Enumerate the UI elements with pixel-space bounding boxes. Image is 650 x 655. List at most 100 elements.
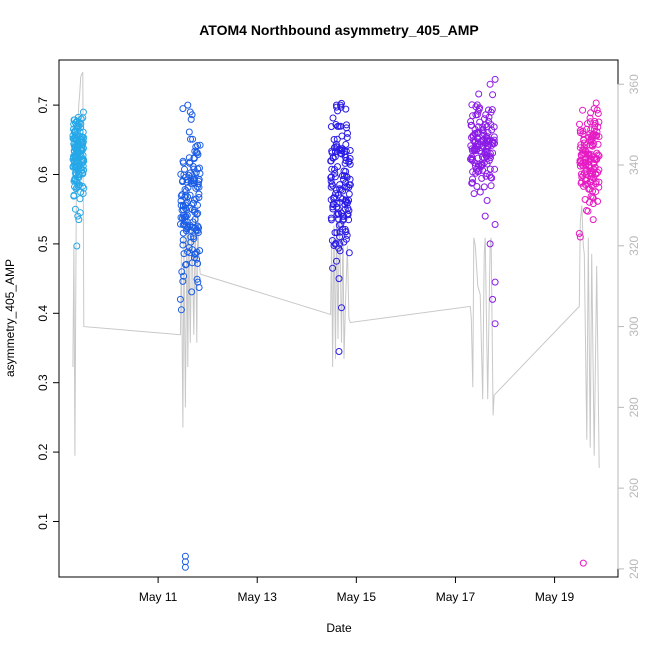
data-point xyxy=(80,184,88,192)
data-point xyxy=(590,105,598,113)
data-point xyxy=(187,115,195,123)
data-point xyxy=(595,183,603,191)
data-point xyxy=(575,230,583,237)
y2-tick-label: 280 xyxy=(627,397,641,417)
data-point xyxy=(190,199,198,207)
data-point xyxy=(70,128,78,135)
data-point xyxy=(181,217,189,225)
data-point xyxy=(490,133,498,141)
data-point xyxy=(70,116,78,124)
data-point xyxy=(333,229,341,237)
data-point xyxy=(77,123,85,131)
data-point xyxy=(78,137,86,145)
data-point xyxy=(189,135,197,143)
data-point xyxy=(342,196,350,204)
data-point xyxy=(71,205,79,213)
data-point xyxy=(476,118,484,126)
data-point xyxy=(179,159,187,167)
data-point xyxy=(335,221,343,229)
data-point xyxy=(188,288,196,296)
data-point xyxy=(487,182,495,190)
data-point xyxy=(340,167,348,175)
data-point xyxy=(488,126,496,134)
data-point xyxy=(177,306,185,314)
data-point xyxy=(582,171,590,179)
data-point xyxy=(489,295,497,303)
data-point xyxy=(586,169,594,177)
data-point xyxy=(334,163,341,171)
data-point xyxy=(467,154,475,162)
data-point xyxy=(467,121,475,129)
data-point xyxy=(337,220,345,228)
data-point xyxy=(491,320,499,328)
data-point xyxy=(333,257,340,265)
data-point xyxy=(332,239,340,247)
data-point xyxy=(333,101,340,109)
data-point xyxy=(342,235,350,243)
data-point xyxy=(193,148,200,156)
data-point xyxy=(585,152,593,160)
data-point xyxy=(482,172,490,180)
data-point xyxy=(76,150,84,158)
data-point xyxy=(475,90,483,98)
x-tick-label: May 13 xyxy=(238,590,278,604)
data-point xyxy=(594,123,602,131)
data-point xyxy=(79,190,87,197)
data-point xyxy=(187,135,194,143)
data-point xyxy=(470,190,478,198)
x-tick-label: May 15 xyxy=(337,590,377,604)
data-point xyxy=(331,173,339,181)
data-point xyxy=(491,165,499,173)
data-point xyxy=(485,117,493,125)
data-point xyxy=(183,260,190,268)
y-tick-label: 0.7 xyxy=(36,96,50,113)
data-point xyxy=(71,134,79,142)
x-tick-label: May 19 xyxy=(535,590,575,604)
data-point xyxy=(80,156,87,163)
data-point xyxy=(579,106,587,114)
data-point xyxy=(76,195,84,203)
data-point xyxy=(332,140,340,148)
data-point xyxy=(183,176,191,184)
data-point xyxy=(587,136,595,144)
data-point xyxy=(594,110,602,117)
data-point xyxy=(486,80,494,88)
y2-tick-label: 320 xyxy=(627,235,641,255)
data-point xyxy=(586,114,594,122)
series-2 xyxy=(176,101,204,571)
data-point xyxy=(179,202,187,210)
data-point xyxy=(338,145,346,153)
data-point xyxy=(338,99,345,107)
data-point xyxy=(333,200,341,207)
data-point xyxy=(468,101,476,109)
data-point xyxy=(185,128,193,136)
data-point xyxy=(576,233,584,241)
data-point xyxy=(194,260,202,267)
data-point xyxy=(342,105,350,113)
data-point xyxy=(71,176,79,184)
data-point xyxy=(474,154,482,162)
data-point xyxy=(595,133,603,141)
data-point xyxy=(77,115,85,123)
data-point xyxy=(472,137,480,145)
data-point xyxy=(193,226,200,234)
data-point xyxy=(186,108,194,116)
secondary-series-line xyxy=(72,71,600,468)
data-point xyxy=(184,224,192,231)
data-point xyxy=(341,201,349,209)
data-point xyxy=(80,166,88,174)
data-point xyxy=(478,174,486,182)
data-point xyxy=(72,185,80,193)
data-point xyxy=(337,122,345,130)
data-point xyxy=(342,157,350,165)
data-point xyxy=(491,75,499,83)
data-point xyxy=(327,174,335,182)
data-point xyxy=(483,197,491,204)
data-point xyxy=(194,209,202,217)
data-point xyxy=(70,191,78,199)
data-point xyxy=(345,249,353,257)
data-point xyxy=(180,272,188,280)
data-point xyxy=(594,169,602,176)
